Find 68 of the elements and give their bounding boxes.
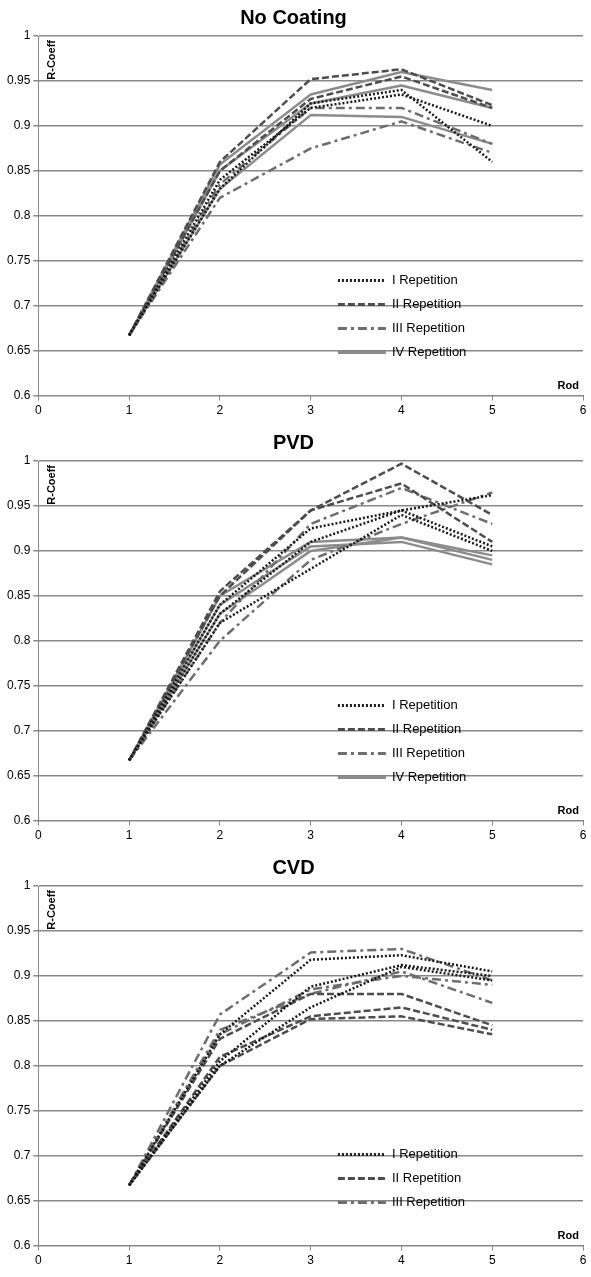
y-tick-label: 0.8 [13,1058,31,1073]
x-tick-label: 1 [125,1253,133,1268]
x-axis-title: Rod [557,379,579,392]
x-tick-label: 0 [35,403,43,418]
y-tick-label: 0.6 [13,387,31,402]
y-tick-label: 0.65 [7,767,31,782]
x-tick-label: 5 [488,828,496,843]
x-tick-label: 2 [216,828,224,843]
legend-label: I Repetition [391,1146,458,1162]
legend-label: II Repetition [391,1170,462,1186]
y-axis-title: R-Coeff [45,39,58,80]
x-tick-label: 6 [579,403,587,418]
y-tick-label: 0.85 [7,1013,31,1028]
y-tick-label: 0.8 [13,633,31,648]
legend-label: III Repetition [391,745,465,761]
x-axis-title: Rod [557,804,579,817]
y-axis-title: R-Coeff [45,464,58,505]
y-tick-label: 0.9 [13,118,31,133]
x-tick-label: 3 [307,403,315,418]
y-tick-label: 0.6 [13,812,31,827]
x-tick-label: 5 [488,403,496,418]
x-tick-label: 2 [216,403,224,418]
x-tick-label: 1 [125,403,133,418]
x-tick-label: 0 [35,828,43,843]
y-tick-label: 0.8 [13,208,31,223]
chart-title: PVD [272,430,315,453]
y-tick-label: 0.75 [7,678,31,693]
x-tick-label: 6 [579,1253,587,1268]
y-tick-label: 0.9 [13,543,31,558]
x-tick-label: 4 [398,828,406,843]
legend-label: I Repetition [391,272,458,288]
chart-title: CVD [272,855,315,878]
y-axis-title: R-Coeff [45,889,58,930]
y-tick-label: 0.95 [7,923,31,938]
y-tick-label: 0.7 [13,1148,31,1163]
y-tick-label: 0.75 [7,253,31,268]
legend-label: III Repetition [391,1194,465,1210]
x-tick-label: 4 [398,1253,406,1268]
y-tick-label: 0.85 [7,163,31,178]
legend-label: II Repetition [391,296,462,312]
x-axis-title: Rod [557,1229,579,1242]
x-tick-label: 3 [307,828,315,843]
y-tick-label: 0.65 [7,342,31,357]
legend-label: IV Repetition [391,769,467,785]
x-tick-label: 1 [125,828,133,843]
x-tick-label: 2 [216,1253,224,1268]
y-tick-label: 0.75 [7,1103,31,1118]
x-tick-label: 4 [398,403,406,418]
y-tick-label: 0.65 [7,1192,31,1207]
y-tick-label: 0.7 [13,298,31,313]
y-tick-label: 1 [23,878,31,893]
y-tick-label: 0.85 [7,588,31,603]
x-tick-label: 5 [488,1253,496,1268]
x-tick-label: 6 [579,828,587,843]
y-tick-label: 1 [23,28,31,43]
y-tick-label: 0.6 [13,1237,31,1252]
legend-label: IV Repetition [391,344,467,360]
legend-label: I Repetition [391,697,458,713]
chart-title: No Coating [240,5,347,28]
y-tick-label: 0.9 [13,968,31,983]
y-tick-label: 1 [23,453,31,468]
legend-label: II Repetition [391,721,462,737]
x-tick-label: 0 [35,1253,43,1268]
y-tick-label: 0.95 [7,73,31,88]
y-tick-label: 0.95 [7,498,31,513]
legend-label: III Repetition [391,320,465,336]
x-tick-label: 3 [307,1253,315,1268]
y-tick-label: 0.7 [13,723,31,738]
